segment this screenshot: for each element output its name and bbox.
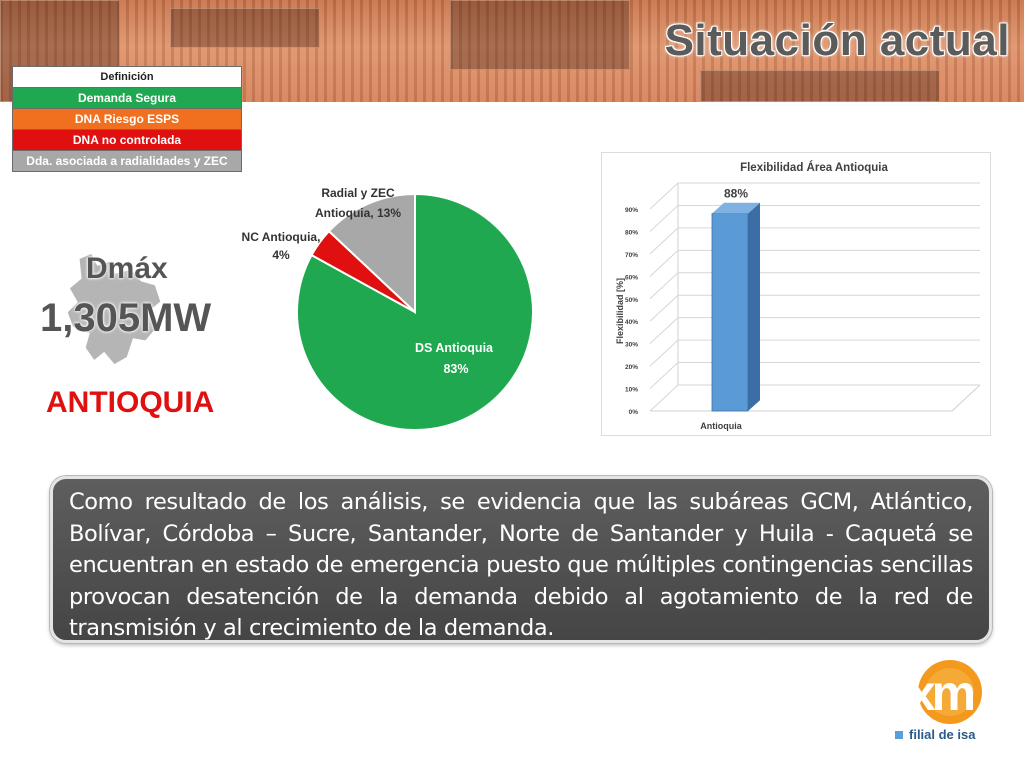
bar-antioquia-side [748,202,760,411]
bar-ytick-label: 30% [625,342,638,349]
bar-chart-floor [650,384,981,412]
definition-row-radialidades: Dda. asociada a radialidades y ZEC [12,150,242,172]
bar-chart: Flexibilidad Área Antioquia Flexibilidad… [615,161,981,431]
bar-gridline [649,249,980,277]
pie-label-radial-line2: Antioquia, 13% [315,206,401,220]
conclusion-text: Como resultado de los análisis, se evide… [69,489,973,641]
dmax-value: 1,305MW [40,296,212,340]
bar-chart-container: Flexibilidad Área Antioquia Flexibilidad… [601,152,991,436]
bar-gridline [649,294,980,322]
antioquia-map-icon [64,250,164,368]
banner-decoration [170,8,320,48]
pie-label-nc-line1: NC Antioquia, [242,230,321,244]
pie-chart: DS Antioquia 83% NC Antioquia, 4% Radial… [242,186,534,431]
bar-gridline [649,227,980,255]
xm-logo: xm [908,660,982,724]
bar-antioquia [711,213,749,412]
definition-table: Definición Demanda Segura DNA Riesgo ESP… [12,66,242,172]
logo-subtitle-wrap: filial de isa [895,727,975,742]
bar-ytick-label: 90% [625,207,638,214]
bar-ytick-label: 20% [625,364,638,371]
bar-ytick-label: 10% [625,387,638,394]
definition-row-dna-no-controlada: DNA no controlada [12,129,242,151]
bar-gridline [649,272,980,300]
pie-label-radial-line1: Radial y ZEC [321,186,395,200]
bar-gridline [649,317,980,345]
bar-ytick-label: 80% [625,229,638,236]
pie-label-nc-line2: 4% [272,248,290,262]
bar-antioquia-top [712,202,760,214]
conclusion-callout: Como resultado de los análisis, se evide… [50,476,992,643]
bar-data-label: 88% [724,186,748,200]
bar-chart-title: Flexibilidad Área Antioquia [740,161,888,174]
bar-chart-ylabel: Flexibilidad [%] [615,278,625,344]
bar-gridline [649,182,980,210]
bar-ytick-label: 70% [625,252,638,259]
logo-subtitle: filial de isa [909,727,976,742]
pie-slice-radial [327,192,416,315]
bar-gridline [649,339,980,367]
bar-ytick-label: 50% [625,297,638,304]
banner-decoration [450,0,630,70]
definition-row-dna-riesgo: DNA Riesgo ESPS [12,108,242,130]
region-name: ANTIOQUIA [46,386,215,419]
bar-category-label: Antioquia [700,421,742,431]
definition-header: Definición [12,66,242,88]
bar-ytick-label: 40% [625,319,638,326]
pie-label-ds-line2: 83% [443,362,468,376]
banner-decoration [700,70,940,102]
logo-square-icon [895,730,903,739]
page-title: Situación actual [664,16,1010,65]
pie-label-ds-line1: DS Antioquia [415,341,494,355]
bar-gridline [649,362,980,389]
definition-row-demanda-segura: Demanda Segura [12,87,242,109]
logo-text: xm [908,665,974,721]
bar-ytick-label: 0% [629,409,639,416]
bar-gridline [649,384,980,412]
dmax-label: Dmáx [86,252,168,285]
bar-gridline [649,204,980,232]
header-banner: Situación actual [0,0,1024,102]
bar-ytick-label: 60% [625,274,638,281]
